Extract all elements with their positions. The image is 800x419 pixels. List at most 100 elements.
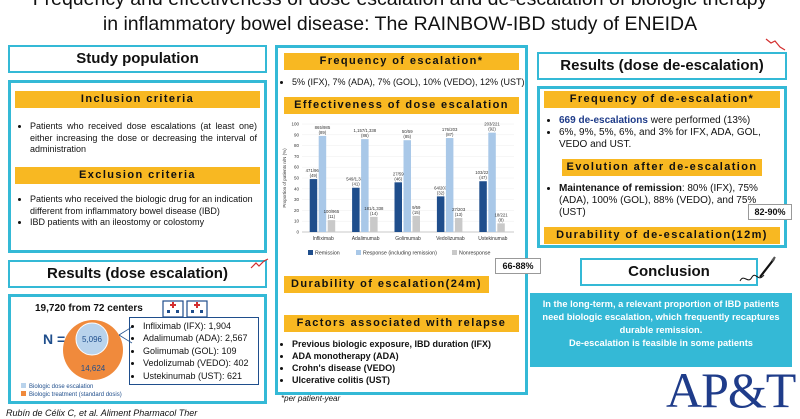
data-label: 203/221: [484, 122, 500, 127]
title-line-2: in inflammatory bowel disease: The RAINB…: [102, 13, 698, 35]
frequency-escalation-text: 5% (IFX), 7% (ADA), 7% (GOL), 10% (VEDO)…: [292, 77, 527, 89]
legend-standard: Biologic treatment (standard dosis): [21, 391, 122, 399]
data-label: (15): [412, 210, 420, 215]
legend-swatch-standard: [21, 391, 26, 396]
bar-response: [361, 139, 369, 232]
bar-nonresponse: [370, 216, 378, 232]
drug-count-vedo: Vedolizumab (VEDO): 402: [143, 357, 255, 369]
results-escalation-panel: 19,720 from 72 centers N = 5,096 14,624 …: [8, 294, 267, 404]
y-tick-label: 0: [296, 230, 299, 235]
exclusion-item-1: Patients who received the biologic drug …: [30, 194, 257, 217]
conclusion-title: Conclusion: [628, 263, 710, 280]
results-escalation-header: Results (dose escalation): [8, 260, 267, 288]
legend-swatch: [452, 250, 457, 255]
evolution-band: Evolution after de-escalation: [562, 159, 762, 176]
deescalation-list: 669 de-escalations were performed (13%) …: [546, 115, 782, 151]
legend-swatch: [356, 250, 361, 255]
data-label: 549/1,338: [346, 177, 366, 182]
legend-label: Remission: [315, 251, 340, 257]
data-label: (41): [352, 182, 360, 187]
maintenance-remission: Maintenance of remission: 80% (IFX), 75%…: [559, 183, 782, 219]
data-label: (47): [479, 175, 487, 180]
data-label: (13): [455, 212, 463, 217]
data-label: (92): [488, 127, 496, 132]
conclusion-box: In the long-term, a relevant proportion …: [530, 293, 792, 367]
data-label: 9/59: [412, 205, 421, 210]
bar-nonresponse: [454, 217, 463, 232]
deescalation-panel: Frequency of de-escalation* 669 de-escal…: [537, 86, 787, 248]
nested-circle-diagram: 5,096 14,624: [63, 320, 123, 380]
data-label: (14): [370, 211, 378, 216]
data-label: (11): [328, 214, 336, 219]
conclusion-header: Conclusion: [580, 258, 758, 286]
circle-legend: Biologic dose escalation Biologic treatm…: [21, 383, 122, 399]
results-deescalation-title: Results (dose de-escalation): [560, 57, 764, 74]
deescalation-count: 669 de-escalations were performed (13%): [559, 115, 782, 127]
exclusion-item-2: IBD patients with an ileostomy or colost…: [30, 217, 257, 229]
data-label: 181/1,338: [364, 206, 384, 211]
durability-escalation-band: Durability of escalation(24m): [284, 276, 489, 293]
legend-escalation-label: Biologic dose escalation: [29, 384, 94, 390]
y-tick-label: 90: [294, 132, 300, 137]
data-label: (32): [437, 190, 445, 195]
data-label: 103/221: [475, 170, 491, 175]
conclusion-text-2: De-escalation is feasible in some patien…: [569, 338, 753, 348]
data-label: 27/203: [452, 207, 466, 212]
factor-ifx: Previous biologic exposure, IBD duration…: [292, 338, 527, 350]
durability-deescalation-band: Durability of de-escalation(12m): [544, 227, 780, 244]
centers-text: 19,720 from 72 centers: [35, 303, 143, 314]
drug-count-gol: Golimumab (GOL): 109: [143, 345, 255, 357]
bar-remission: [352, 187, 360, 232]
poster-title: Frequency and effectiveness of dose esca…: [0, 0, 800, 37]
bar-remission: [394, 182, 402, 232]
study-population-panel: Inclusion criteria Patients who received…: [8, 80, 267, 253]
bar-response: [488, 132, 496, 232]
x-tick-label: Infliximab: [313, 236, 334, 242]
factors-relapse-band: Factors associated with relapse: [284, 315, 519, 332]
results-escalation-title: Results (dose escalation): [47, 265, 228, 282]
bar-response: [318, 135, 327, 232]
study-population-title: Study population: [76, 50, 199, 67]
inclusion-list: Patients who received dose escalations (…: [17, 121, 257, 156]
x-tick-label: Golimumab: [395, 236, 421, 242]
data-label: 100/965: [324, 209, 340, 214]
data-label: 27/59: [393, 171, 404, 176]
maintenance-bold: Maintenance of remission: [559, 183, 682, 194]
factor-ada: ADA monotherapy (ADA): [292, 350, 527, 362]
legend-swatch-escalation: [21, 383, 26, 388]
data-label: (85): [403, 134, 411, 139]
citation: Rubín de Célix C, et al. Aliment Pharmac…: [6, 408, 198, 418]
frequency-deescalation-band: Frequency of de-escalation*: [544, 91, 780, 108]
bar-remission: [309, 179, 318, 232]
evolution-list: Maintenance of remission: 80% (IFX), 75%…: [546, 183, 782, 219]
y-tick-label: 50: [294, 176, 300, 181]
deescalation-count-rest: were performed (13%): [647, 115, 751, 126]
trend-line-icon: [250, 258, 269, 269]
inclusion-criteria-band: Inclusion criteria: [15, 91, 260, 108]
x-tick-label: Adalimumab: [352, 236, 380, 242]
drug-count-ust: Ustekinumab (UST): 621: [143, 370, 255, 382]
data-label: (46): [394, 176, 402, 181]
footnote: *per patient-year: [281, 394, 341, 403]
legend-standard-label: Biologic treatment (standard dosis): [29, 392, 122, 398]
hospital-icon: [162, 300, 208, 318]
x-tick-label: Ustekinumab: [478, 236, 507, 242]
durability-deescalation-callout: 82-90%: [748, 204, 792, 220]
y-tick-label: 100: [291, 122, 299, 127]
frequency-escalation-band: Frequency of escalation*: [284, 53, 519, 70]
data-label: 1,157/1,338: [353, 128, 376, 133]
legend-swatch: [308, 250, 313, 255]
inclusion-item: Patients who received dose escalations (…: [30, 121, 257, 156]
inner-circle-value: 5,096: [82, 335, 103, 344]
drug-count-ifx: Infliximab (IFX): 1,904: [143, 320, 255, 332]
apt-logo: AP&T: [666, 362, 796, 418]
results-deescalation-header: Results (dose de-escalation): [537, 52, 787, 80]
bar-response: [445, 138, 454, 232]
data-label: 176/203: [442, 127, 458, 132]
data-label: 865/985: [315, 125, 331, 130]
y-axis-label: Proportion of patients n/N (%): [282, 148, 287, 208]
x-tick-label: Vedolizumab: [436, 236, 465, 242]
y-tick-label: 30: [294, 197, 300, 202]
data-label: 471/965: [306, 168, 322, 173]
n-label: N =: [43, 331, 66, 347]
